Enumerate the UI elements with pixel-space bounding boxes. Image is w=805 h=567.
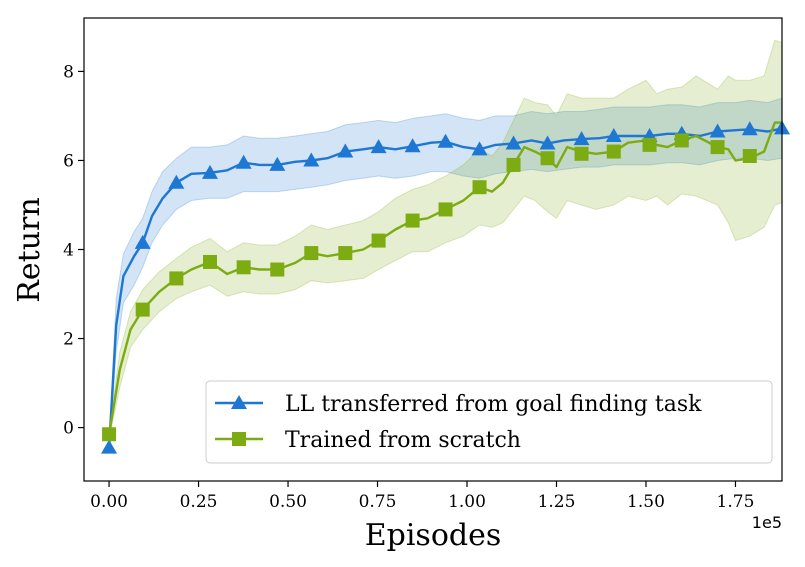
marker-transferred: [437, 133, 454, 148]
marker-transferred: [101, 439, 118, 454]
x-tick-label: 1.00: [448, 492, 486, 512]
x-tick-label: 0.00: [90, 492, 128, 512]
marker-scratch: [574, 146, 589, 161]
marker-transferred: [709, 123, 726, 138]
band-scratch: [108, 39, 782, 439]
marker-scratch: [642, 137, 657, 152]
marker-transferred: [269, 156, 286, 171]
marker-scratch: [674, 133, 689, 148]
marker-transferred: [370, 139, 387, 154]
marker-transferred: [404, 138, 421, 153]
marker-transferred: [505, 135, 522, 150]
legend-label-scratch: Trained from scratch: [285, 428, 521, 453]
marker-scratch: [405, 213, 420, 228]
marker-scratch: [202, 254, 217, 269]
x-tick-label: 1.25: [538, 492, 576, 512]
x-axis-offset-label: 1e5: [752, 513, 782, 532]
marker-scratch: [606, 144, 621, 159]
marker-scratch: [102, 427, 117, 442]
marker-transferred: [741, 121, 758, 136]
y-tick-label: 8: [63, 62, 74, 82]
y-axis-ticks: 0 2 4 6 8: [63, 62, 84, 439]
marker-transferred: [573, 131, 590, 146]
marker-scratch: [472, 180, 487, 195]
marker-scratch: [438, 202, 453, 217]
marker-transferred: [471, 141, 488, 156]
y-tick-label: 0: [63, 419, 74, 439]
marker-scratch: [371, 233, 386, 248]
marker-scratch: [742, 149, 757, 164]
x-tick-label: 0.50: [269, 492, 307, 512]
marker-transferred: [201, 164, 218, 179]
y-tick-label: 2: [63, 330, 74, 350]
marker-scratch: [304, 246, 319, 261]
marker-transferred: [134, 234, 151, 249]
marker-scratch: [236, 260, 251, 275]
marker-transferred: [235, 154, 252, 169]
band-transferred: [108, 97, 782, 453]
marker-scratch: [270, 262, 285, 277]
legend-box: [205, 380, 773, 464]
marker-scratch: [338, 246, 353, 261]
x-axis-ticks: 0.00 0.25 0.50 0.75 1.00 1.25 1.50 1.75: [90, 481, 754, 512]
legend-marker-square: [232, 432, 246, 446]
marker-scratch: [506, 157, 521, 172]
y-tick-label: 4: [63, 241, 74, 261]
marker-scratch: [169, 271, 184, 286]
marker-transferred: [539, 135, 556, 150]
marker-transferred: [303, 152, 320, 167]
x-tick-label: 0.75: [359, 492, 397, 512]
marker-scratch: [135, 302, 150, 317]
x-tick-label: 0.25: [180, 492, 218, 512]
x-tick-label: 1.50: [627, 492, 665, 512]
y-tick-label: 6: [63, 151, 74, 171]
y-axis-label: Return: [12, 197, 47, 302]
marker-transferred: [337, 143, 354, 158]
legend-label-transferred: LL transferred from goal finding task: [285, 392, 702, 417]
legend: LL transferred from goal finding task Tr…: [205, 380, 773, 464]
marker-transferred: [168, 174, 185, 189]
marker-transferred: [605, 127, 622, 142]
x-tick-label: 1.75: [717, 492, 755, 512]
marker-scratch: [710, 140, 725, 155]
legend-marker-triangle: [231, 395, 247, 409]
marker-scratch: [540, 151, 555, 166]
x-axis-label: Episodes: [365, 518, 502, 553]
